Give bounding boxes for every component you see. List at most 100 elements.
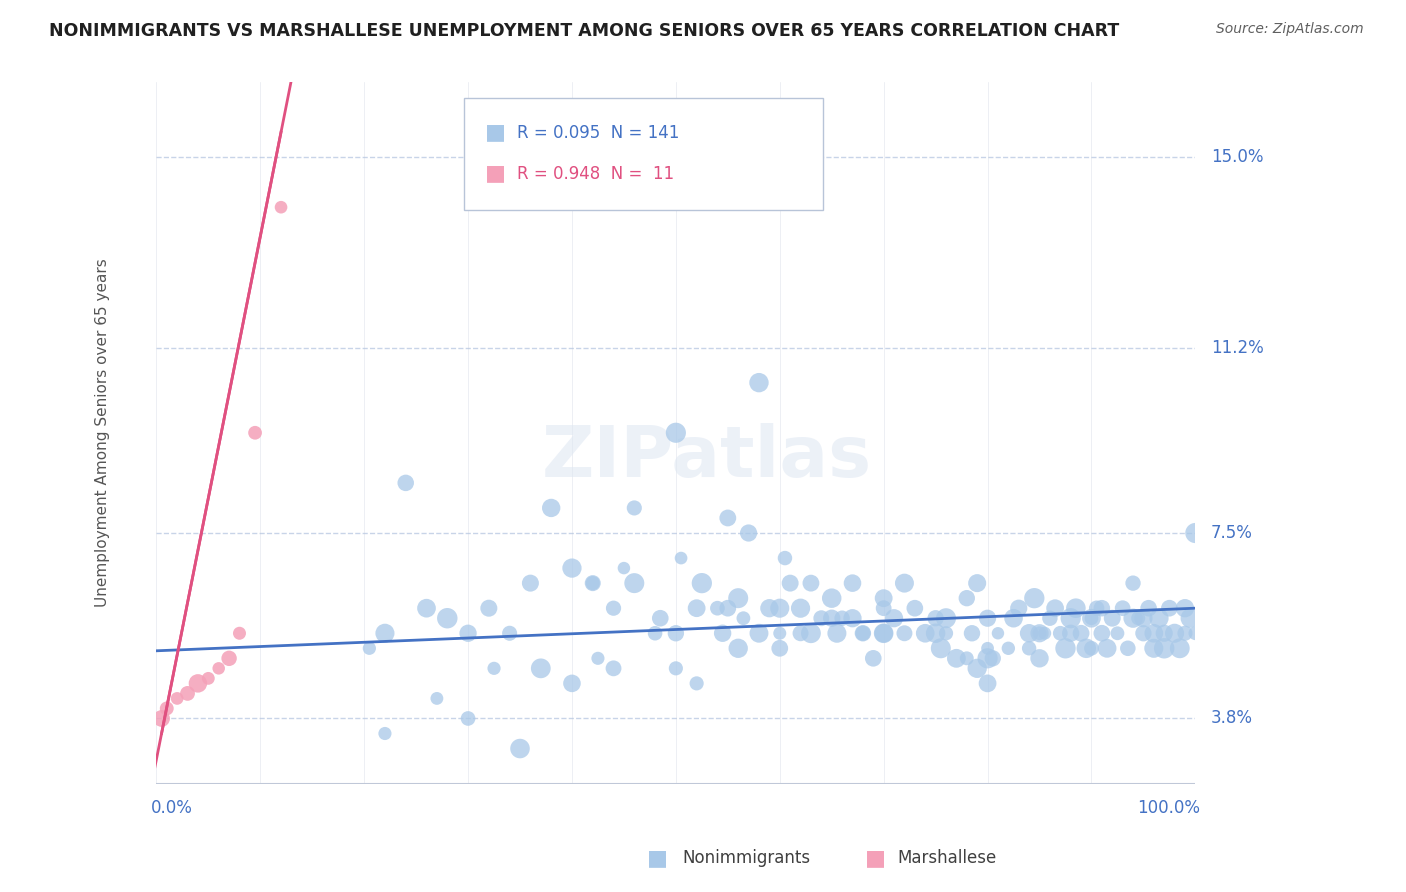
Point (945, 651, 967, 665)
Point (1143, 626, 1166, 640)
Point (613, 561, 636, 575)
Point (1137, 601, 1160, 615)
Point (956, 591, 979, 606)
Point (150, 711, 173, 725)
Point (228, 626, 250, 640)
Point (1033, 626, 1056, 640)
Y-axis label: Unemployment Among Seniors over 65 years: Unemployment Among Seniors over 65 years (94, 259, 110, 607)
Point (359, 641, 381, 656)
Point (669, 551, 692, 566)
Point (1132, 626, 1154, 640)
Point (893, 576, 915, 591)
Point (779, 576, 801, 591)
Point (1159, 601, 1181, 615)
Point (374, 626, 396, 640)
Point (426, 691, 449, 706)
Point (914, 626, 936, 640)
Point (893, 626, 915, 640)
Point (821, 611, 844, 625)
Point (706, 601, 728, 615)
Text: Nonimmigrants: Nonimmigrants (682, 849, 810, 867)
Text: 11.2%: 11.2% (1211, 339, 1264, 357)
Point (582, 576, 605, 591)
Text: NONIMMIGRANTS VS MARSHALLESE UNEMPLOYMENT AMONG SENIORS OVER 65 YEARS CORRELATIO: NONIMMIGRANTS VS MARSHALLESE UNEMPLOYMEN… (49, 22, 1119, 40)
Point (156, 701, 179, 715)
Point (1128, 611, 1150, 625)
Point (800, 626, 823, 640)
Point (1174, 601, 1197, 615)
Point (623, 576, 645, 591)
Point (789, 601, 811, 615)
Point (1080, 611, 1102, 625)
Point (602, 661, 624, 675)
Point (1101, 611, 1123, 625)
Point (540, 500, 562, 515)
Point (582, 576, 605, 591)
Point (1028, 626, 1050, 640)
Text: ■: ■ (485, 122, 506, 142)
Point (717, 601, 740, 615)
Point (650, 611, 672, 625)
Point (773, 551, 796, 566)
Text: Source: ZipAtlas.com: Source: ZipAtlas.com (1216, 22, 1364, 37)
Point (1085, 601, 1108, 615)
Point (904, 601, 927, 615)
Point (623, 500, 645, 515)
Point (1153, 641, 1175, 656)
Point (1184, 526, 1206, 541)
Point (665, 661, 688, 675)
Point (530, 661, 553, 675)
Point (586, 651, 609, 665)
Point (243, 425, 266, 440)
Point (457, 626, 479, 640)
Point (1018, 641, 1040, 656)
Text: 7.5%: 7.5% (1211, 524, 1253, 542)
Point (218, 651, 240, 665)
Point (935, 611, 957, 625)
Point (1143, 641, 1166, 656)
Point (862, 651, 884, 665)
Point (197, 672, 219, 686)
Point (498, 626, 520, 640)
Point (1024, 591, 1046, 606)
Point (1178, 611, 1201, 625)
Point (841, 611, 863, 625)
Point (1028, 651, 1050, 665)
Point (1008, 601, 1031, 615)
Point (789, 626, 811, 640)
Point (270, 200, 292, 214)
Point (758, 601, 780, 615)
Point (976, 641, 998, 656)
Point (831, 611, 853, 625)
Point (872, 591, 894, 606)
Point (956, 651, 979, 665)
Point (415, 601, 437, 615)
Point (1174, 626, 1197, 640)
Point (685, 676, 707, 690)
Point (561, 561, 583, 575)
Point (685, 601, 707, 615)
Point (1054, 641, 1077, 656)
Point (976, 651, 998, 665)
Point (665, 425, 688, 440)
Text: 0.0%: 0.0% (152, 798, 193, 817)
Point (1147, 611, 1170, 625)
Point (208, 661, 231, 675)
Text: R = 0.095  N = 141: R = 0.095 N = 141 (517, 124, 679, 142)
Point (769, 601, 792, 615)
Point (981, 651, 1004, 665)
Point (727, 591, 749, 606)
Point (690, 576, 713, 591)
Point (960, 626, 983, 640)
Point (1064, 601, 1087, 615)
Text: ZIPatlas: ZIPatlas (541, 424, 872, 492)
Point (1153, 626, 1175, 640)
Text: ■: ■ (865, 848, 886, 868)
Point (166, 691, 188, 706)
Point (1028, 626, 1050, 640)
Point (561, 676, 583, 690)
Point (872, 601, 894, 615)
Point (665, 626, 688, 640)
Point (841, 576, 863, 591)
Point (883, 611, 905, 625)
